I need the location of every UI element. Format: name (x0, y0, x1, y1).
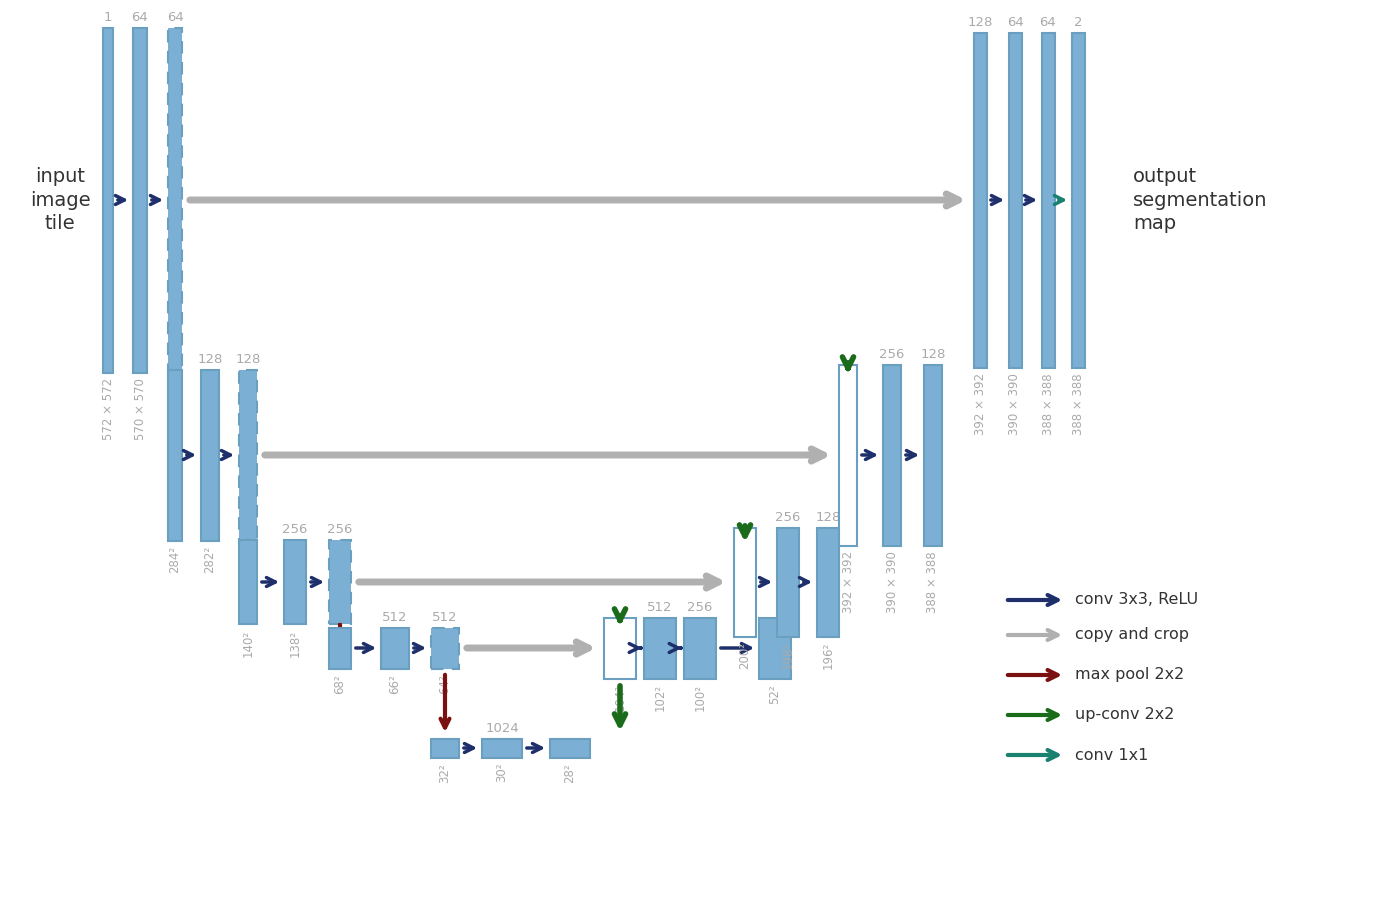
Bar (777, 527, 799, 636)
Text: 390 × 390: 390 × 390 (885, 551, 899, 613)
Text: 512: 512 (647, 601, 673, 614)
Bar (644, 618, 676, 678)
Text: max pool 2x2: max pool 2x2 (1075, 667, 1184, 683)
Text: 30²: 30² (496, 763, 508, 782)
Text: 64: 64 (1040, 16, 1057, 29)
Text: 136²: 136² (333, 630, 347, 657)
Text: 28²: 28² (563, 763, 577, 782)
Text: 32²: 32² (438, 763, 451, 782)
Text: 64: 64 (167, 11, 183, 24)
Text: 138²: 138² (288, 630, 301, 657)
Text: 1024: 1024 (486, 722, 519, 735)
Text: 1: 1 (104, 11, 112, 24)
Text: 140²: 140² (241, 630, 255, 657)
Bar (284, 540, 307, 624)
Text: 64: 64 (132, 11, 148, 24)
Text: 512: 512 (433, 611, 458, 624)
Text: 66²: 66² (389, 674, 402, 694)
Text: 256: 256 (328, 523, 353, 536)
Text: 128: 128 (815, 511, 840, 524)
Text: 256: 256 (283, 523, 308, 536)
Bar (431, 628, 459, 668)
Bar (133, 27, 147, 373)
Text: 200²: 200² (739, 642, 752, 669)
Text: 572 × 572: 572 × 572 (101, 378, 115, 441)
Bar (168, 27, 182, 373)
Text: 64²: 64² (438, 674, 451, 694)
Text: up-conv 2x2: up-conv 2x2 (1075, 707, 1175, 722)
Text: 198²: 198² (781, 642, 795, 669)
Text: conv 1x1: conv 1x1 (1075, 748, 1148, 762)
Bar (883, 365, 902, 546)
Bar (1042, 33, 1054, 367)
Text: 512: 512 (382, 611, 407, 624)
Bar (381, 628, 409, 668)
Text: 280²: 280² (241, 546, 255, 573)
Text: 388 × 388: 388 × 388 (1042, 373, 1054, 435)
Bar (329, 540, 351, 624)
Bar (329, 628, 351, 668)
Bar (973, 33, 987, 367)
Bar (1071, 33, 1085, 367)
Bar (431, 739, 459, 758)
Bar (550, 739, 589, 758)
Text: 100²: 100² (693, 684, 707, 711)
Bar (924, 365, 942, 546)
Bar (239, 540, 258, 624)
Text: 284²: 284² (168, 546, 182, 573)
Text: 68²: 68² (333, 674, 347, 694)
Text: 102²: 102² (654, 684, 666, 711)
Bar (1008, 33, 1022, 367)
Text: 128: 128 (967, 16, 993, 29)
Text: output
segmentation
map: output segmentation map (1133, 167, 1267, 233)
Text: copy and crop: copy and crop (1075, 628, 1189, 643)
Text: 256: 256 (687, 601, 713, 614)
Bar (168, 369, 182, 540)
Text: 128: 128 (235, 353, 260, 366)
Bar (818, 527, 839, 636)
Text: 392 × 392: 392 × 392 (841, 551, 854, 613)
Bar (202, 369, 218, 540)
Bar (104, 27, 113, 373)
Bar (239, 369, 258, 540)
Bar (603, 618, 636, 678)
Text: input
image
tile: input image tile (29, 167, 91, 233)
Text: 390 × 390: 390 × 390 (1008, 373, 1022, 435)
Text: 282²: 282² (203, 546, 217, 573)
Text: 388 × 388: 388 × 388 (1071, 373, 1085, 435)
Text: 256: 256 (776, 511, 801, 524)
Text: 570 × 570: 570 × 570 (133, 378, 147, 440)
Text: 64: 64 (1007, 16, 1023, 29)
Bar (685, 618, 715, 678)
Text: 104²: 104² (613, 684, 627, 711)
Bar (482, 739, 522, 758)
Text: 52²: 52² (769, 684, 781, 704)
Bar (759, 618, 791, 678)
Text: 196²: 196² (822, 642, 834, 669)
Text: 388 × 388: 388 × 388 (927, 551, 939, 612)
Text: 128: 128 (920, 348, 945, 361)
Text: 2: 2 (1074, 16, 1082, 29)
Text: 568 × 568: 568 × 568 (168, 378, 182, 440)
Bar (839, 365, 857, 546)
Bar (734, 527, 756, 636)
Text: 392 × 392: 392 × 392 (973, 373, 987, 435)
Text: 256: 256 (879, 348, 904, 361)
Text: conv 3x3, ReLU: conv 3x3, ReLU (1075, 592, 1198, 608)
Text: 128: 128 (197, 353, 223, 366)
